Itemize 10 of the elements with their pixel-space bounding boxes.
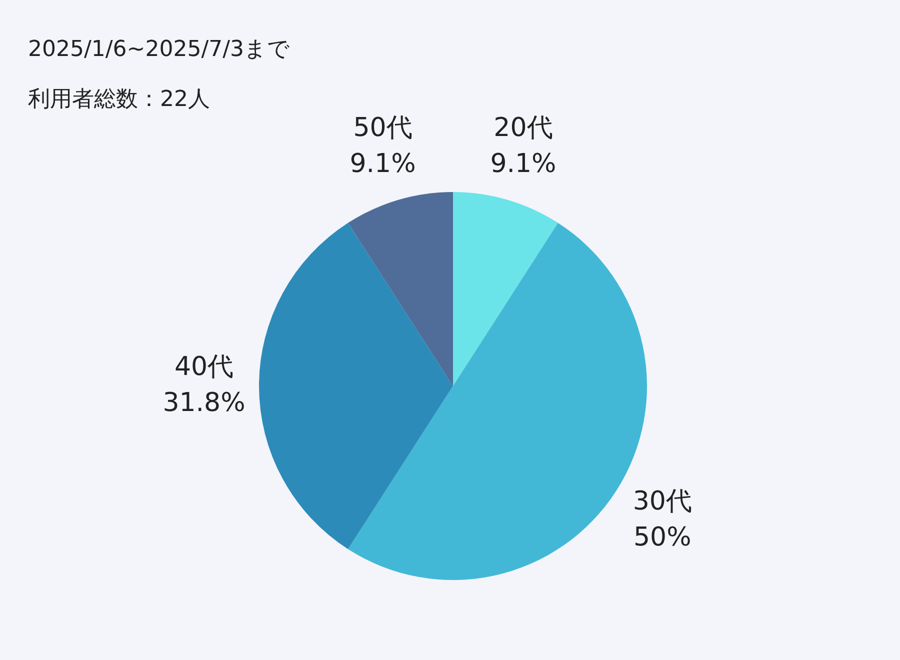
chart-title: 2025/1/6~2025/7/3まで [28, 36, 290, 64]
slice-label: 40代 [174, 352, 234, 382]
data-label: 31.8% [162, 388, 246, 418]
data-label: 9.1% [350, 148, 416, 179]
data-label: 9.1% [490, 148, 556, 179]
slice-label: 50代 [353, 112, 412, 143]
chart-subtitle: 利用者総数：22人 [28, 86, 210, 114]
slice-label: 20代 [494, 112, 553, 143]
slice-label: 30代 [632, 486, 692, 516]
data-label: 50% [633, 522, 692, 552]
